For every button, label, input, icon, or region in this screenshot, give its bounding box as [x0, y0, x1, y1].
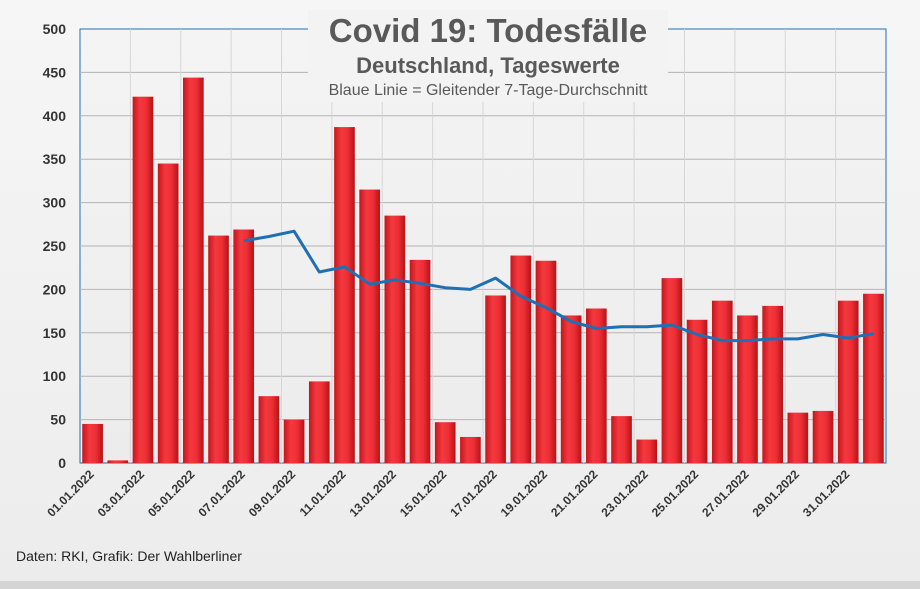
y-tick-label: 0: [58, 455, 66, 471]
y-tick-label: 250: [43, 238, 67, 254]
x-tick-label: 19.01.2022: [498, 467, 551, 520]
bar: [233, 229, 255, 463]
x-tick-label: 29.01.2022: [750, 467, 803, 520]
bar: [409, 259, 431, 463]
x-tick-label: 03.01.2022: [95, 467, 148, 520]
x-axis-ticks: 01.01.202203.01.202205.01.202207.01.2022…: [44, 467, 852, 520]
bar: [586, 308, 607, 463]
bar: [686, 319, 708, 463]
bar: [863, 293, 884, 463]
bar: [334, 127, 355, 464]
source-footer: Daten: RKI, Grafik: Der Wahlberliner: [16, 548, 242, 564]
y-tick-label: 350: [43, 151, 67, 167]
y-tick-label: 150: [43, 325, 67, 341]
bar: [737, 315, 758, 463]
bar: [283, 419, 305, 463]
x-tick-label: 01.01.2022: [44, 467, 97, 520]
y-tick-label: 450: [43, 64, 67, 80]
x-tick-label: 21.01.2022: [548, 467, 601, 520]
y-tick-label: 200: [43, 281, 67, 297]
bar: [208, 235, 229, 463]
bar: [107, 460, 129, 463]
moving-average-series: [243, 229, 874, 343]
chart-note: Blaue Linie = Gleitender 7-Tage-Durchsch…: [328, 82, 648, 99]
y-tick-label: 500: [43, 21, 67, 37]
chart-title: Covid 19: Todesfälle: [328, 12, 648, 49]
bar: [359, 189, 380, 463]
bar: [132, 96, 154, 463]
bar: [535, 260, 557, 463]
bar: [510, 255, 532, 463]
y-tick-label: 100: [43, 368, 67, 384]
bar: [762, 305, 783, 463]
bar: [812, 410, 834, 463]
bar: [485, 295, 506, 463]
x-tick-label: 23.01.2022: [598, 467, 651, 520]
x-tick-label: 05.01.2022: [145, 467, 198, 520]
bar: [434, 422, 456, 463]
bar: [183, 77, 204, 463]
y-axis-ticks: 0 50 100 150 200 250 300 350 400 450 500: [43, 21, 67, 471]
x-tick-label: 13.01.2022: [347, 467, 400, 520]
bottom-band: [0, 581, 920, 589]
chart-subtitle: Deutschland, Tageswerte: [356, 53, 620, 78]
bar: [560, 315, 582, 463]
moving-average-line: [243, 229, 874, 343]
bar: [384, 215, 406, 463]
y-tick-label: 50: [50, 412, 66, 428]
x-tick-label: 15.01.2022: [397, 467, 450, 520]
x-tick-label: 07.01.2022: [195, 467, 248, 520]
x-tick-label: 31.01.2022: [800, 467, 853, 520]
x-tick-label: 17.01.2022: [447, 467, 500, 520]
x-tick-label: 09.01.2022: [246, 467, 299, 520]
bar: [837, 300, 859, 463]
bar: [157, 163, 179, 464]
bar: [308, 381, 330, 463]
bar: [460, 436, 481, 463]
x-tick-label: 25.01.2022: [649, 467, 702, 520]
bar: [787, 412, 809, 463]
bar: [611, 416, 632, 463]
bar: [636, 439, 658, 463]
bars: [82, 77, 884, 464]
bar: [258, 396, 280, 463]
y-tick-label: 400: [43, 108, 67, 124]
x-tick-label: 11.01.2022: [297, 467, 349, 519]
x-tick-label: 27.01.2022: [699, 467, 752, 520]
y-tick-label: 300: [43, 195, 67, 211]
title-box: Covid 19: Todesfälle Deutschland, Tagesw…: [308, 10, 668, 102]
bar: [82, 423, 103, 463]
bar: [711, 300, 733, 463]
bar: [661, 278, 683, 463]
